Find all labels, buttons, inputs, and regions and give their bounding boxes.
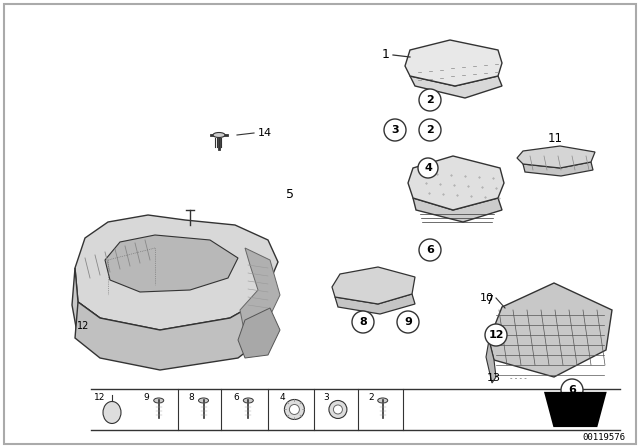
Ellipse shape <box>198 398 209 403</box>
Ellipse shape <box>329 401 347 418</box>
Text: 2: 2 <box>426 125 434 135</box>
Text: 11: 11 <box>547 132 563 145</box>
Text: 6: 6 <box>426 245 434 255</box>
Polygon shape <box>523 162 593 176</box>
Text: 00119576: 00119576 <box>582 433 625 442</box>
Text: 13: 13 <box>487 373 501 383</box>
Text: 8: 8 <box>359 317 367 327</box>
Text: 9: 9 <box>404 317 412 327</box>
Circle shape <box>419 119 441 141</box>
Polygon shape <box>413 198 502 222</box>
Ellipse shape <box>289 405 300 414</box>
Text: 7: 7 <box>486 293 494 306</box>
Polygon shape <box>486 340 496 383</box>
Ellipse shape <box>333 405 342 414</box>
Polygon shape <box>408 156 504 210</box>
Ellipse shape <box>103 401 121 423</box>
Polygon shape <box>335 294 415 314</box>
Polygon shape <box>75 300 268 370</box>
Text: 3: 3 <box>323 393 329 402</box>
Polygon shape <box>105 235 238 292</box>
Text: 2: 2 <box>426 95 434 105</box>
Circle shape <box>397 311 419 333</box>
Text: 8: 8 <box>189 393 195 402</box>
Circle shape <box>561 379 583 401</box>
Polygon shape <box>240 248 280 335</box>
Ellipse shape <box>284 400 305 419</box>
Text: 3: 3 <box>391 125 399 135</box>
Polygon shape <box>405 40 502 86</box>
Text: 12: 12 <box>488 330 504 340</box>
Text: 1: 1 <box>382 48 390 61</box>
Ellipse shape <box>154 398 164 403</box>
Circle shape <box>485 324 507 346</box>
Ellipse shape <box>243 398 253 403</box>
Text: 2: 2 <box>368 393 374 402</box>
Polygon shape <box>238 308 280 358</box>
Circle shape <box>419 89 441 111</box>
Polygon shape <box>332 267 415 304</box>
Polygon shape <box>489 283 612 377</box>
Ellipse shape <box>378 398 388 403</box>
Text: 12: 12 <box>94 393 106 402</box>
Text: 14: 14 <box>258 128 272 138</box>
Circle shape <box>352 311 374 333</box>
Polygon shape <box>75 215 278 330</box>
Text: 10: 10 <box>480 293 494 303</box>
Circle shape <box>384 119 406 141</box>
Polygon shape <box>544 392 607 427</box>
Bar <box>91 389 620 430</box>
Text: - - - -: - - - - <box>510 375 527 381</box>
Polygon shape <box>72 268 100 355</box>
Ellipse shape <box>213 133 225 138</box>
Text: 5: 5 <box>286 189 294 202</box>
Text: 6: 6 <box>234 393 239 402</box>
Text: 4: 4 <box>424 163 432 173</box>
Text: 12: 12 <box>77 321 89 331</box>
Polygon shape <box>410 76 502 98</box>
Circle shape <box>418 158 438 178</box>
Polygon shape <box>517 146 595 168</box>
Text: 4: 4 <box>280 393 285 402</box>
Circle shape <box>419 239 441 261</box>
Text: 9: 9 <box>144 393 150 402</box>
Text: 6: 6 <box>568 385 576 395</box>
